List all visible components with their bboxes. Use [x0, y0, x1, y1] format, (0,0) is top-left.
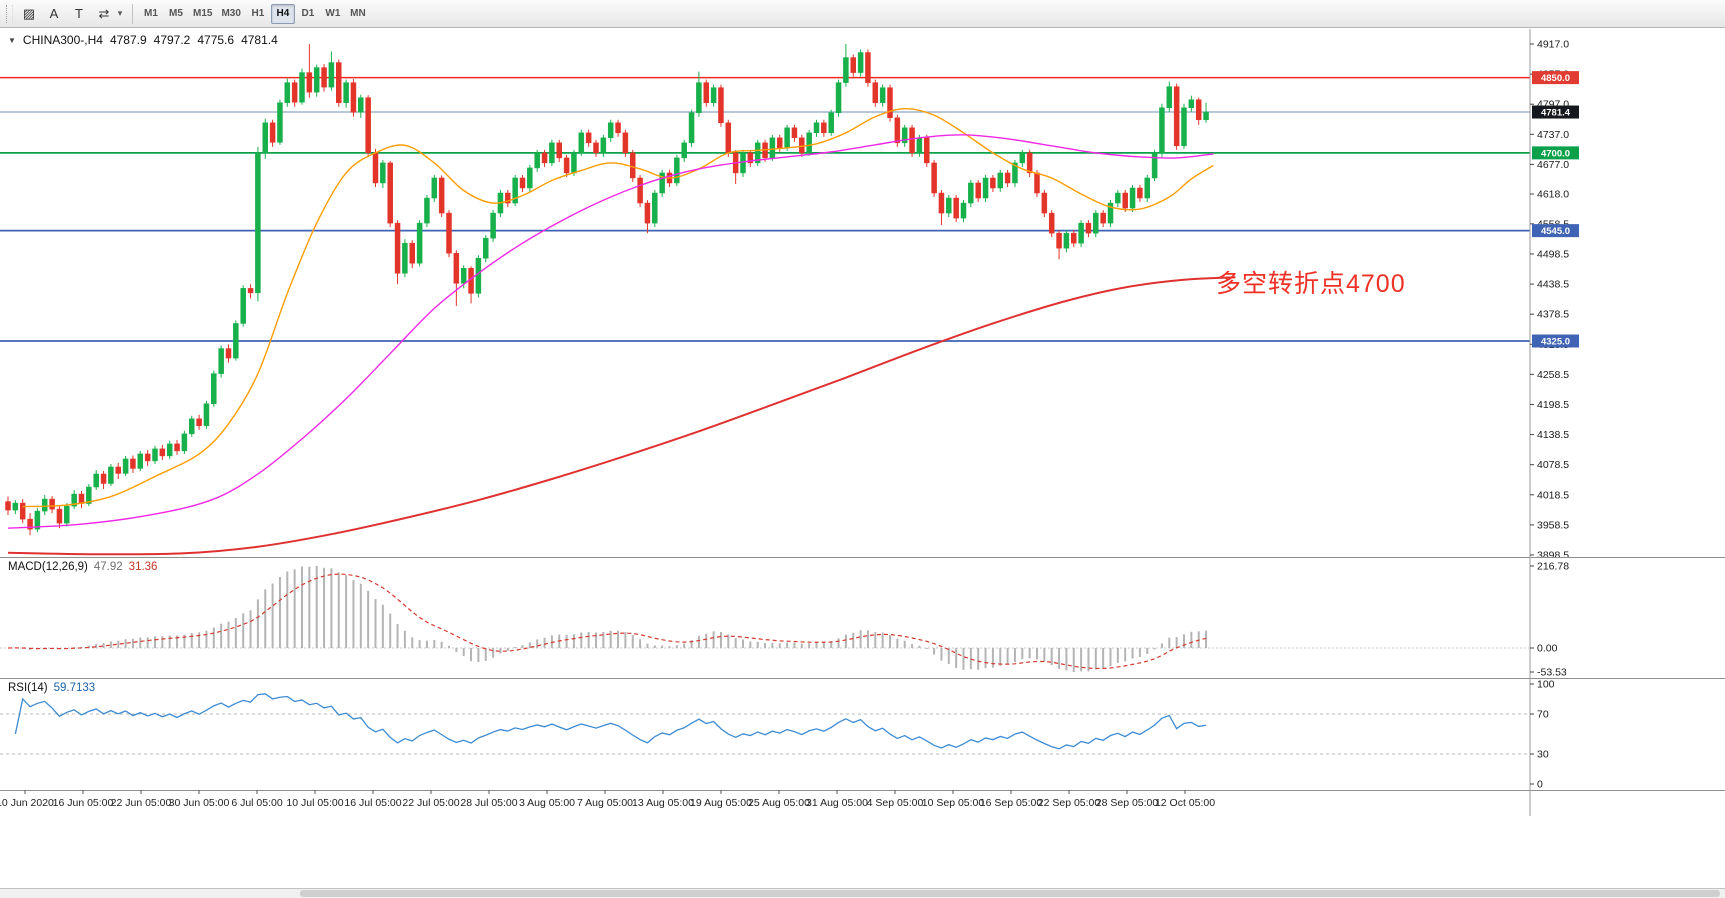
svg-text:4737.0: 4737.0	[1537, 129, 1569, 141]
svg-text:4325.0: 4325.0	[1541, 337, 1570, 348]
main-price-chart[interactable]: 4917.04857.04797.04737.04677.04618.04558…	[0, 29, 1725, 557]
svg-text:4618.0: 4618.0	[1537, 189, 1569, 201]
svg-text:-53.53: -53.53	[1537, 667, 1567, 679]
svg-text:4198.5: 4198.5	[1537, 399, 1569, 411]
rsi-indicator-label: RSI(14) 59.7133	[8, 682, 95, 694]
text-label-icon[interactable]: A	[42, 3, 66, 25]
macd-main-value: 47.92	[93, 561, 123, 573]
svg-text:13 Aug 05:00: 13 Aug 05:00	[632, 797, 694, 809]
svg-text:22 Sep 05:00: 22 Sep 05:00	[1038, 797, 1101, 809]
timeframe-mn-button[interactable]: MN	[346, 4, 370, 24]
svg-text:100: 100	[1537, 679, 1555, 691]
low-value: 4775.6	[197, 33, 235, 47]
timeframe-m1-button[interactable]: M1	[139, 4, 163, 24]
macd-signal-line	[7, 573, 1207, 670]
collapse-chart-icon[interactable]: ▼	[8, 35, 16, 45]
open-value: 4787.9	[109, 33, 147, 47]
svg-text:7 Aug 05:00: 7 Aug 05:00	[577, 797, 633, 809]
chevron-down-icon[interactable]: ▾	[114, 3, 126, 25]
ma-slow-line	[7, 276, 1236, 556]
timeframe-w1-button[interactable]: W1	[321, 4, 345, 24]
svg-text:4677.0: 4677.0	[1537, 159, 1569, 171]
svg-text:4700.0: 4700.0	[1541, 148, 1570, 159]
svg-text:25 Aug 05:00: 25 Aug 05:00	[748, 797, 810, 809]
svg-text:0: 0	[1537, 779, 1543, 791]
svg-text:4781.4: 4781.4	[1541, 108, 1571, 119]
timeframe-d1-button[interactable]: D1	[296, 4, 320, 24]
rsi-value: 59.7133	[53, 682, 96, 694]
chart-toolbar: ▨ A T ⇄ ▾ M1 M5 M15 M30 H1 H4 D1 W1 MN	[0, 0, 1725, 28]
candles-layer	[5, 44, 1209, 536]
svg-text:28 Sep 05:00: 28 Sep 05:00	[1096, 797, 1159, 809]
svg-text:4138.5: 4138.5	[1537, 429, 1569, 441]
svg-text:22 Jun 05:00: 22 Jun 05:00	[111, 797, 172, 809]
svg-text:216.78: 216.78	[1537, 561, 1569, 573]
ma-fast-line	[22, 108, 1214, 508]
swap-arrows-icon[interactable]: ⇄	[92, 3, 116, 25]
svg-text:28 Jul 05:00: 28 Jul 05:00	[460, 797, 517, 809]
timeframe-m30-button[interactable]: M30	[217, 4, 244, 24]
chart-annotation-text[interactable]: 多空转折点4700	[1216, 270, 1406, 298]
svg-text:16 Jul 05:00: 16 Jul 05:00	[344, 797, 401, 809]
horizontal-lines-layer	[0, 76, 1530, 342]
svg-text:4 Sep 05:00: 4 Sep 05:00	[867, 797, 924, 809]
pattern-fill-icon[interactable]: ▨	[17, 3, 41, 25]
rsi-name: RSI(14)	[8, 682, 48, 694]
toolbar-grip[interactable]	[6, 4, 13, 23]
svg-text:30: 30	[1537, 749, 1549, 761]
svg-text:4850.0: 4850.0	[1541, 73, 1570, 84]
ma-mid-line	[7, 134, 1214, 529]
svg-text:10 Jun 2020: 10 Jun 2020	[0, 797, 54, 809]
timeframe-h4-button[interactable]: H4	[270, 3, 295, 24]
svg-text:10 Sep 05:00: 10 Sep 05:00	[922, 797, 985, 809]
svg-text:4438.5: 4438.5	[1537, 279, 1569, 291]
svg-text:16 Sep 05:00: 16 Sep 05:00	[980, 797, 1043, 809]
rsi-panel[interactable]: 100 70 30 0	[0, 678, 1725, 790]
svg-text:4545.0: 4545.0	[1541, 226, 1570, 237]
svg-text:4498.5: 4498.5	[1537, 248, 1569, 260]
macd-histogram	[14, 566, 1208, 672]
close-value: 4781.4	[241, 33, 278, 47]
svg-text:4917.0: 4917.0	[1537, 39, 1569, 51]
svg-text:10 Jul 05:00: 10 Jul 05:00	[286, 797, 343, 809]
scrollbar-thumb[interactable]	[300, 890, 1720, 897]
timeframe-m15-button[interactable]: M15	[189, 4, 216, 24]
svg-text:0.00: 0.00	[1537, 643, 1558, 655]
svg-text:12 Oct 05:00: 12 Oct 05:00	[1155, 797, 1215, 809]
text-frame-icon[interactable]: T	[67, 3, 91, 25]
rsi-line	[14, 693, 1207, 750]
timeframe-m5-button[interactable]: M5	[164, 4, 188, 24]
svg-text:22 Jul 05:00: 22 Jul 05:00	[402, 797, 459, 809]
moving-averages-layer	[7, 108, 1236, 556]
svg-text:4078.5: 4078.5	[1537, 459, 1569, 471]
svg-text:16 Jun 05:00: 16 Jun 05:00	[53, 797, 114, 809]
svg-text:3898.5: 3898.5	[1537, 550, 1569, 558]
macd-signal-value: 31.36	[128, 561, 158, 573]
timeframe-h1-button[interactable]: H1	[246, 4, 270, 24]
svg-text:3 Aug 05:00: 3 Aug 05:00	[519, 797, 575, 809]
symbol-timeframe-label: CHINA300-,H4	[22, 33, 103, 47]
macd-panel[interactable]: 216.78 0.00 -53.53	[0, 557, 1725, 678]
svg-text:4378.5: 4378.5	[1537, 309, 1569, 321]
svg-text:30 Jun 05:00: 30 Jun 05:00	[169, 797, 230, 809]
svg-text:3958.5: 3958.5	[1537, 519, 1569, 531]
toolbar-separator	[132, 3, 133, 24]
price-badges: 4850.0 4781.4 4700.0 4545.0 4325.0	[1532, 71, 1579, 348]
svg-text:6 Jul 05:00: 6 Jul 05:00	[231, 797, 283, 809]
svg-text:4258.5: 4258.5	[1537, 369, 1569, 381]
high-value: 4797.2	[153, 33, 191, 47]
svg-text:31 Aug 05:00: 31 Aug 05:00	[806, 797, 868, 809]
macd-name: MACD(12,26,9)	[8, 561, 88, 573]
svg-text:19 Aug 05:00: 19 Aug 05:00	[690, 797, 752, 809]
svg-text:4018.5: 4018.5	[1537, 489, 1569, 501]
chart-ohlc-header: ▼ CHINA300-,H4 4787.9 4797.2 4775.6 4781…	[8, 33, 278, 47]
svg-text:70: 70	[1537, 709, 1549, 721]
macd-indicator-label: MACD(12,26,9) 47.92 31.36	[8, 561, 157, 573]
horizontal-scrollbar[interactable]	[0, 888, 1725, 898]
